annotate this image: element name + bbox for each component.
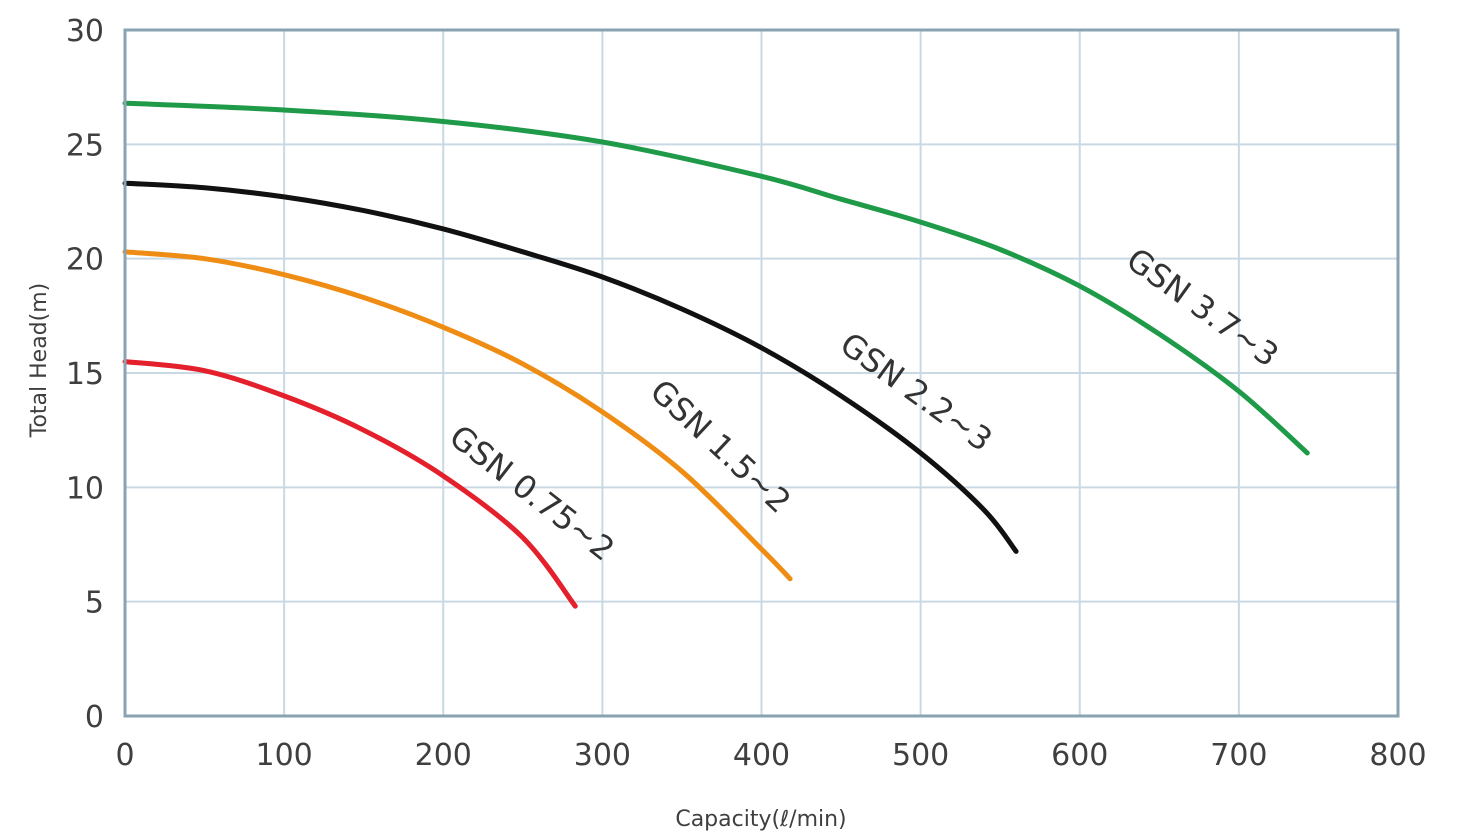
series-line-gsn-2-2-3 xyxy=(122,180,1019,554)
y-axis-ticks: 0 5 10 15 20 25 30 xyxy=(66,14,104,735)
series-label-gsn-1-5-2: GSN 1.5~2 xyxy=(643,372,799,521)
y-tick-label: 25 xyxy=(66,128,104,163)
series-line-gsn-3-7-3 xyxy=(122,100,1310,456)
grid xyxy=(124,29,1399,717)
y-tick-label: 20 xyxy=(66,243,104,278)
x-tick-label: 600 xyxy=(1051,738,1108,773)
y-tick-label: 30 xyxy=(66,14,104,49)
x-tick-label: 700 xyxy=(1210,738,1267,773)
x-tick-label: 800 xyxy=(1369,738,1426,773)
x-tick-label: 200 xyxy=(415,738,472,773)
plot-frame xyxy=(123,28,1400,718)
y-axis-title: Total Head(m) xyxy=(27,283,52,439)
x-tick-label: 400 xyxy=(733,738,790,773)
y-tick-label: 5 xyxy=(85,586,104,621)
x-tick-label: 0 xyxy=(115,738,134,773)
y-tick-label: 15 xyxy=(66,357,104,392)
x-tick-label: 100 xyxy=(255,738,312,773)
curves xyxy=(122,100,1310,609)
y-tick-label: 10 xyxy=(66,471,104,506)
series-line-gsn-0-75-2 xyxy=(122,359,578,609)
x-tick-label: 300 xyxy=(574,738,631,773)
series-line-gsn-1-5-2 xyxy=(122,249,793,582)
x-axis-title: Capacity(ℓ/min) xyxy=(675,807,846,832)
series-label-gsn-3-7-3: GSN 3.7~3 xyxy=(1120,240,1286,374)
x-tick-label: 500 xyxy=(892,738,949,773)
y-tick-label: 0 xyxy=(85,700,104,735)
series-label-gsn-2-2-3: GSN 2.2~3 xyxy=(833,325,999,459)
x-axis-ticks: 0 100 200 300 400 500 600 700 800 xyxy=(115,738,1426,773)
